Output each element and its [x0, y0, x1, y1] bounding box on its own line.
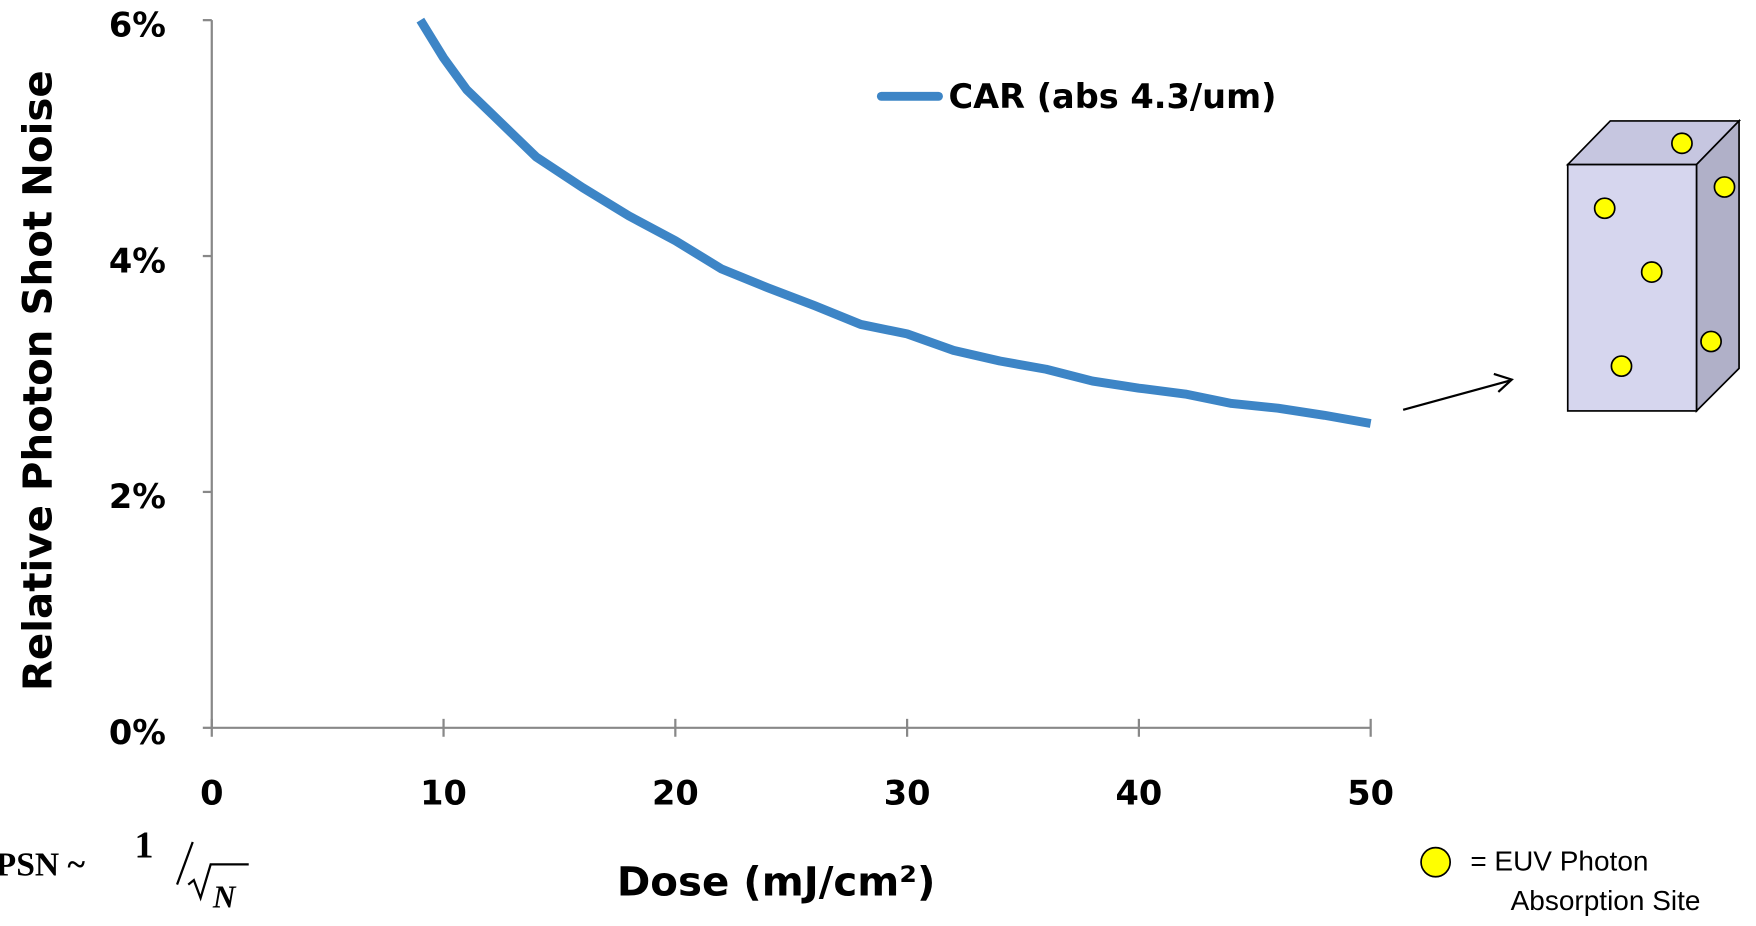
x-tick-label: 20 [652, 773, 699, 812]
x-tick-label: 10 [420, 773, 467, 812]
data-line [416, 17, 1372, 428]
formula-denominator: N [212, 879, 237, 914]
arrow-head [1493, 372, 1514, 393]
photon-site [1593, 197, 1616, 220]
legend-label: CAR (abs 4.3/um) [949, 77, 1277, 116]
photon-site [1700, 330, 1722, 353]
photon-site [1610, 355, 1633, 378]
arrow [1402, 379, 1510, 411]
x-axis-title: Dose (mJ/cm²) [617, 859, 936, 906]
formula-slash [176, 841, 194, 885]
x-tick-label: 40 [1116, 773, 1163, 812]
y-tick-label: 4% [109, 241, 166, 280]
cube-side [1695, 118, 1740, 413]
y-axis-title: Relative Photon Shot Noise [14, 70, 61, 691]
cube-front [1566, 163, 1698, 412]
y-tick-label: 0% [109, 713, 166, 752]
formula-sqrt [187, 863, 249, 902]
note-line2: Absorption Site [1511, 885, 1701, 916]
note-line1: = EUV Photon [1470, 846, 1648, 877]
legend-photon-site [1420, 846, 1452, 878]
photon-site [1640, 261, 1663, 284]
formula-numerator: 1 [135, 824, 154, 866]
y-tick-label: 6% [109, 5, 166, 44]
x-tick-label: 30 [884, 773, 931, 812]
photon-site [1671, 132, 1693, 155]
x-tick-label: 0 [200, 773, 223, 812]
x-tick-label: 50 [1347, 773, 1394, 812]
photon-site [1713, 176, 1736, 198]
resist-cube [1565, 118, 1742, 413]
y-tick-label: 2% [109, 477, 166, 516]
formula-lhs: PSN ~ [0, 846, 85, 883]
photon-sites [1420, 132, 1736, 878]
